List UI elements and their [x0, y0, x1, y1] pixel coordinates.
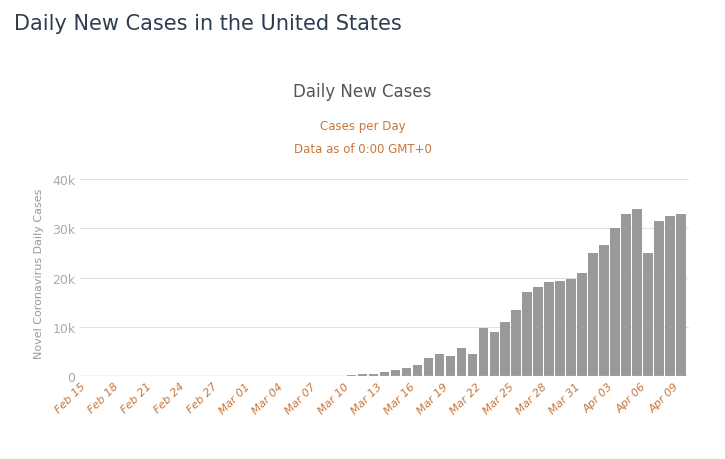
Bar — [555, 281, 565, 376]
Bar — [621, 214, 631, 376]
Bar — [577, 274, 587, 376]
Bar — [468, 354, 477, 376]
Bar — [402, 368, 411, 376]
Bar — [512, 310, 521, 376]
Bar — [446, 357, 455, 376]
Bar — [489, 333, 499, 376]
Text: Data as of 0:00 GMT+0: Data as of 0:00 GMT+0 — [294, 142, 431, 155]
Bar — [434, 354, 444, 376]
Bar — [391, 370, 400, 376]
Y-axis label: Novel Coronavirus Daily Cases: Novel Coronavirus Daily Cases — [34, 188, 44, 358]
Bar — [600, 245, 609, 376]
Bar — [589, 254, 598, 376]
Bar — [457, 348, 466, 376]
Bar — [347, 375, 356, 376]
Bar — [413, 365, 422, 376]
Text: Daily New Cases in the United States: Daily New Cases in the United States — [14, 14, 402, 34]
Bar — [380, 372, 389, 376]
Bar — [544, 282, 554, 376]
Bar — [534, 288, 543, 376]
Bar — [676, 214, 686, 376]
Bar — [357, 375, 367, 376]
Bar — [655, 222, 664, 376]
Bar — [666, 217, 675, 376]
Bar — [478, 329, 488, 376]
Bar — [423, 358, 433, 376]
Text: Daily New Cases: Daily New Cases — [294, 83, 431, 101]
Text: Cases per Day: Cases per Day — [320, 119, 405, 132]
Bar — [523, 293, 532, 376]
Bar — [632, 209, 642, 376]
Bar — [500, 322, 510, 376]
Bar — [368, 374, 378, 376]
Bar — [643, 253, 652, 376]
Bar — [566, 279, 576, 376]
Bar — [610, 229, 620, 376]
